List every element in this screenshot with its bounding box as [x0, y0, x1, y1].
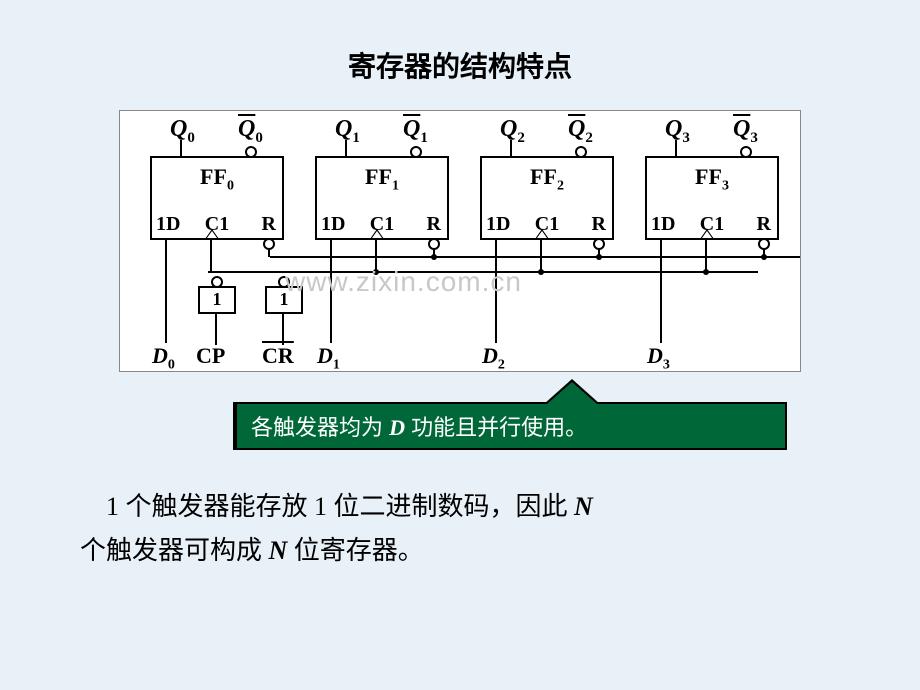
- body-line2a: 个触发器可构成: [80, 536, 269, 565]
- d-input-wire: [165, 238, 167, 343]
- q-label: Q2: [500, 116, 525, 147]
- d-label-3: D3: [647, 343, 670, 373]
- greenbar-text-pre: 各触发器均为: [251, 415, 389, 440]
- flipflop-2: FF21DC1RQ2Q2: [480, 156, 614, 240]
- qbar-bubble: [410, 146, 422, 158]
- clk-drop: [210, 238, 212, 272]
- page-title: 寄存器的结构特点: [0, 0, 920, 85]
- cp-label: CP: [196, 343, 225, 369]
- body-line2b: 位寄存器。: [287, 536, 424, 565]
- pin-r: R: [757, 213, 771, 236]
- cr-label: CR: [262, 343, 294, 369]
- cr-wire: [282, 313, 284, 345]
- d-label-0: D0: [152, 343, 175, 373]
- pin-r: R: [427, 213, 441, 236]
- q-label: Q1: [335, 116, 360, 147]
- greenbar-text-post: 功能且并行使用。: [405, 415, 587, 440]
- clock-triangle-icon: [370, 229, 384, 239]
- body-n1: N: [574, 492, 593, 521]
- d-label-1: D1: [317, 343, 340, 373]
- body-paragraph: 1 个触发器能存放 1 位二进制数码，因此 N 个触发器可构成 N 位寄存器。: [80, 485, 840, 573]
- flipflop-1: FF11DC1RQ1Q1: [315, 156, 449, 240]
- watermark: www.zixin.com.cn: [285, 266, 522, 298]
- reset-bus: [270, 256, 800, 258]
- qbar-bubble: [740, 146, 752, 158]
- pin-r: R: [262, 213, 276, 236]
- qbar-bubble: [245, 146, 257, 158]
- clock-triangle-icon: [535, 229, 549, 239]
- ff-label: FF2: [482, 164, 612, 194]
- circuit-diagram: FF01DC1RQ0Q0 D0 FF11DC1RQ1Q1 D1 FF21DC1RQ2Q2…: [119, 110, 801, 372]
- clock-triangle-icon: [205, 229, 219, 239]
- ff-label: FF1: [317, 164, 447, 194]
- q-label: Q0: [170, 116, 195, 147]
- qbar-label: Q0: [238, 116, 263, 147]
- flipflop-0: FF01DC1RQ0Q0: [150, 156, 284, 240]
- cp-wire: [215, 313, 217, 345]
- pin-r: R: [592, 213, 606, 236]
- body-line1a: 1 个触发器能存放 1 位二进制数码，因此: [106, 492, 574, 521]
- flipflop-3: FF31DC1RQ3Q3: [645, 156, 779, 240]
- ff-label: FF3: [647, 164, 777, 194]
- highlight-bar: 各触发器均为 D 功能且并行使用。: [233, 402, 787, 450]
- callout-arrow: [547, 382, 597, 404]
- cp-inverter: 1: [198, 286, 236, 314]
- qbar-label: Q3: [733, 116, 758, 147]
- greenbar-ital: D: [389, 415, 405, 440]
- body-n2: N: [269, 536, 288, 565]
- d-label-2: D2: [482, 343, 505, 373]
- d-input-wire: [660, 238, 662, 343]
- qbar-label: Q1: [403, 116, 428, 147]
- qbar-bubble: [575, 146, 587, 158]
- qbar-label: Q2: [568, 116, 593, 147]
- clock-triangle-icon: [700, 229, 714, 239]
- clk-drop: [540, 238, 542, 272]
- q-label: Q3: [665, 116, 690, 147]
- ff-label: FF0: [152, 164, 282, 194]
- clk-drop: [705, 238, 707, 272]
